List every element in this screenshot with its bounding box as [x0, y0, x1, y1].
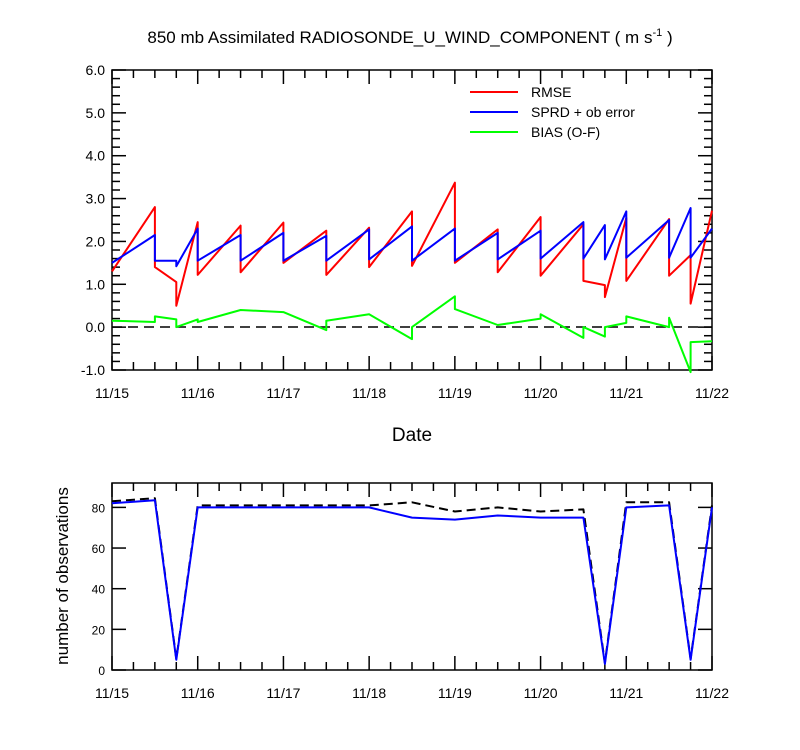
y-tick-label: 20: [92, 623, 106, 637]
y-tick-label: 5.0: [86, 105, 106, 121]
y-tick-label: 3.0: [86, 191, 106, 207]
y-tick-label: 60: [92, 542, 106, 556]
bottom-plot-frame: [111, 482, 713, 671]
legend-label-bias: BIAS (O-F): [531, 124, 600, 140]
y-tick-label: 40: [92, 583, 106, 597]
legend: RMSE SPRD + ob error BIAS (O-F): [470, 84, 635, 140]
chart-title: 850 mb Assimilated RADIOSONDE_U_WIND_COM…: [147, 27, 672, 47]
x-tick-label: 11/16: [181, 385, 215, 401]
x-tick-label: 11/18: [352, 685, 386, 701]
x-tick-label: 11/15: [95, 685, 129, 701]
top-series: [111, 181, 713, 374]
x-axis-label: Date: [392, 425, 432, 446]
series-line-total-obs: [111, 497, 713, 664]
x-tick-label: 11/16: [181, 685, 215, 701]
bottom-series: [111, 497, 713, 665]
x-tick-label: 11/20: [524, 685, 558, 701]
y-tick-label: 4.0: [86, 148, 106, 164]
y-tick-label: 0.0: [86, 319, 106, 335]
y-axis-label-observations: number of observations: [53, 487, 72, 665]
y-tick-label: -1.0: [81, 362, 105, 378]
x-tick-label: 11/17: [266, 685, 300, 701]
y-tick-label: 2.0: [86, 233, 106, 249]
series-line-bias-o-f: [111, 295, 713, 374]
y-tick-label: 6.0: [86, 62, 106, 78]
x-tick-label: 11/19: [438, 385, 472, 401]
x-tick-label: 11/22: [695, 385, 729, 401]
x-tick-label: 11/15: [95, 385, 129, 401]
series-line-assimilated-obs: [111, 499, 713, 665]
legend-label-sprd: SPRD + ob error: [531, 104, 635, 120]
y-tick-label: 1.0: [86, 276, 106, 292]
x-tick-label: 11/20: [524, 385, 558, 401]
top-y-ticks: -1.0 0.0 1.0 2.0 3.0 4.0 5.0 6.0: [81, 62, 712, 378]
bottom-panel: 11/15 11/16 11/17 11/18 11/19 11/20 11/21 11/22…: [53, 482, 729, 701]
x-tick-label: 11/21: [609, 685, 643, 701]
x-tick-label: 11/22: [695, 685, 729, 701]
y-tick-label: 80: [92, 501, 106, 515]
legend-label-rmse: RMSE: [531, 84, 571, 100]
series-line-sprd-ob-error: [111, 207, 713, 268]
y-tick-label: 0: [98, 664, 105, 678]
x-tick-label: 11/21: [609, 385, 643, 401]
bottom-x-ticks: 11/15 11/16 11/17 11/18 11/19 11/20 11/21 11/22: [95, 483, 729, 701]
bottom-y-ticks: 0 20 40 60 80: [92, 501, 712, 678]
x-tick-label: 11/19: [438, 685, 472, 701]
top-panel: 11/15 11/16 11/17 11/18 11/19 11/20 11/21 11/22…: [81, 62, 729, 446]
x-tick-label: 11/18: [352, 385, 386, 401]
top-x-ticks: 11/15 11/16 11/17 11/18 11/19 11/20 11/21 11/22: [95, 70, 729, 401]
x-tick-label: 11/17: [266, 385, 300, 401]
